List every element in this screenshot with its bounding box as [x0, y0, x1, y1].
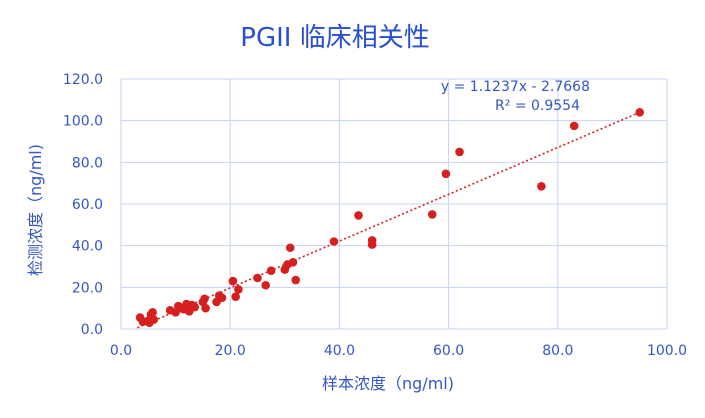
y-axis-title: 检测浓度（ng/ml) [26, 144, 45, 276]
x-tick-label: 20.0 [215, 343, 246, 359]
x-tick-label: 0.0 [110, 343, 132, 359]
data-point [285, 243, 295, 253]
x-tick-label: 40.0 [324, 343, 355, 359]
gridlines [120, 78, 668, 330]
data-point [367, 236, 377, 245]
data-point [228, 276, 238, 286]
y-tick-label: 100.0 [63, 114, 103, 130]
data-point [427, 210, 437, 219]
x-axis-ticks: 0.0 20.0 40.0 60.0 80.0 100.0 [110, 343, 687, 359]
data-point [291, 275, 301, 285]
data-point [148, 308, 157, 317]
data-points [135, 108, 644, 328]
data-point [200, 294, 209, 304]
data-point [266, 266, 276, 275]
data-point [201, 303, 210, 313]
data-point [455, 147, 464, 157]
x-axis-title: 样本浓度（ng/ml) [322, 374, 454, 393]
y-tick-label: 40.0 [72, 239, 103, 255]
x-tick-label: 80.0 [542, 343, 573, 359]
data-point [354, 211, 363, 220]
linear-trendline [137, 111, 641, 329]
data-point [441, 169, 451, 179]
data-point [190, 302, 200, 312]
trendline [137, 111, 641, 329]
trendline-equation: y = 1.1237x - 2.7668 [441, 79, 590, 95]
y-tick-label: 0.0 [81, 322, 103, 338]
x-tick-label: 100.0 [647, 343, 687, 359]
data-point [231, 292, 240, 302]
y-axis-ticks: 0.0 20.0 40.0 60.0 80.0 100.0 120.0 [63, 72, 103, 338]
data-point [569, 121, 579, 131]
data-point [217, 293, 227, 303]
data-point [253, 273, 262, 283]
data-point [234, 285, 243, 294]
y-tick-label: 60.0 [72, 197, 103, 213]
data-point [537, 181, 546, 191]
y-tick-label: 120.0 [63, 72, 103, 88]
data-point [288, 258, 298, 267]
data-point [635, 108, 644, 117]
r-squared-label: R² = 0.9554 [495, 98, 580, 114]
data-point [145, 318, 154, 328]
y-tick-label: 80.0 [72, 155, 103, 171]
data-point [261, 280, 270, 290]
x-tick-label: 60.0 [433, 343, 464, 359]
chart-title: PGII 临床相关性 [240, 23, 429, 53]
data-point [329, 237, 339, 246]
y-tick-label: 20.0 [72, 280, 103, 296]
